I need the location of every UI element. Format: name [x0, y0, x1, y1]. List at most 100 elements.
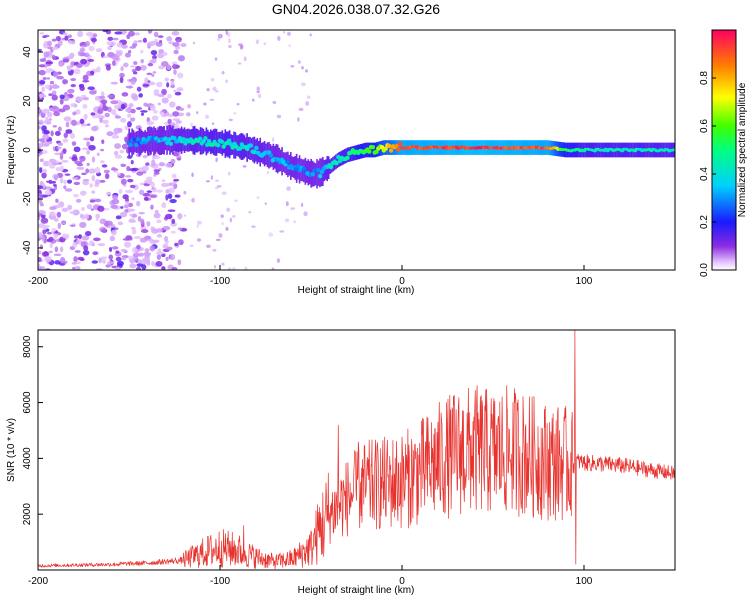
figure-title: GN04.2026.038.07.32.G26 — [272, 1, 440, 17]
spectrogram-noise-cell — [91, 260, 99, 264]
spectrogram-noise-cell — [84, 213, 89, 220]
spectrogram-noise-cell — [305, 69, 309, 73]
spectrogram-noise-cell — [128, 49, 132, 54]
spectrogram-noise-cell — [135, 125, 142, 130]
spectrogram-noise-cell — [237, 62, 242, 65]
spectrogram-noise-cell — [82, 79, 90, 83]
spectrogram-noise-cell — [83, 52, 90, 58]
spectrogram-noise-cell — [111, 246, 119, 250]
spectrogram-noise-cell — [61, 207, 69, 213]
spectrogram-noise-cell — [244, 266, 248, 270]
spectrogram-noise-cell — [73, 235, 80, 239]
spectrogram-noise-cell — [100, 148, 105, 152]
spectrogram-noise-cell — [91, 242, 95, 247]
spectrogram-noise-cell — [127, 121, 132, 128]
spectrogram-noise-cell — [228, 38, 231, 43]
spectrogram-noise-cell — [107, 106, 112, 113]
spectrogram-noise-cell — [53, 174, 58, 181]
spectrogram-noise-cell — [266, 171, 270, 174]
spectrogram-noise-cell — [57, 222, 62, 230]
spectrogram-noise-cell — [44, 190, 53, 196]
spectrogram-noise-cell — [154, 209, 159, 214]
snr-panel: -200 -100 0 100 2000 4000 6000 8000 Height of … — [6, 329, 676, 596]
spectrogram-noise-cell — [143, 102, 148, 107]
spectrogram-noise-cell — [92, 251, 99, 256]
spectrogram-noise-cell — [39, 80, 46, 85]
spectrogram-ridge-cell — [328, 164, 334, 170]
spectrogram-noise-cell — [256, 196, 260, 199]
spectrogram-noise-cell — [57, 142, 64, 147]
spectrogram-noise-cell — [174, 46, 181, 50]
spectrogram-noise-cell — [115, 215, 122, 220]
spectrogram-noise-cell — [115, 256, 122, 262]
spectrogram-noise-cell — [41, 86, 45, 93]
spectrogram-noise-cell — [170, 80, 175, 86]
snr-x-tick-label: -200 — [28, 576, 48, 587]
spectrogram-noise-cell — [221, 222, 224, 226]
spectrogram-ridge-halo — [336, 153, 339, 169]
spectrogram-noise-cell — [114, 143, 122, 149]
spectrogram-noise-cell — [150, 49, 158, 56]
spectrogram-ridge-halo — [370, 142, 372, 158]
spectrogram-noise-cell — [135, 65, 142, 72]
spectrogram-noise-cell — [173, 178, 180, 182]
spectrogram-noise-cell — [90, 112, 96, 116]
spectrogram-noise-cell — [58, 108, 66, 113]
spectrogram-noise-cell — [166, 36, 173, 42]
spectrogram-noise-cell — [150, 204, 154, 210]
spectrogram-ridge-cell — [316, 167, 321, 173]
spectrogram-noise-cell — [48, 179, 53, 185]
spectrogram-ridge-cell — [379, 144, 385, 150]
spectrogram-noise-cell — [214, 57, 218, 61]
spectrogram-noise-cell — [279, 230, 285, 233]
spectrogram-noise-cell — [272, 100, 277, 105]
snr-y-tick-label: 4000 — [22, 447, 33, 470]
spectrogram-noise-cell — [67, 88, 75, 94]
spectrogram-noise-cell — [122, 238, 130, 241]
spectrogram-noise-cell — [49, 206, 57, 211]
spectrogram-noise-cell — [99, 160, 105, 164]
spectrogram-noise-cell — [49, 80, 55, 85]
spectrogram-noise-cell — [42, 134, 50, 140]
spectrogram-noise-cell — [151, 261, 156, 267]
spectrogram-noise-cell — [177, 227, 183, 231]
spectrogram-noise-cell — [135, 266, 141, 270]
colorbar-tick-label: 0.0 — [699, 263, 710, 277]
spectrogram-noise-cell — [120, 206, 124, 209]
spectrogram-noise-cell — [38, 223, 45, 229]
spectrogram-ridge-cell — [310, 172, 316, 177]
spectrogram-noise-cell — [99, 218, 106, 225]
spectrogram-noise-cell — [64, 35, 69, 41]
spectrogram-ridge-cell — [141, 136, 146, 142]
spectrogram-noise-cell — [125, 197, 130, 203]
spectrogram-noise-cell — [72, 193, 80, 198]
spectrogram-noise-cell — [82, 103, 88, 109]
spectrogram-noise-cell — [153, 109, 158, 114]
spectrogram-noise-cell — [142, 84, 150, 87]
spectrogram-noise-cell — [70, 83, 76, 88]
spectrogram-noise-cell — [161, 179, 166, 183]
spectrogram-noise-cell — [287, 31, 291, 36]
spectrogram-noise-cell — [91, 156, 96, 163]
spectrogram-noise-cell — [170, 84, 176, 89]
spectrogram-noise-cell — [156, 234, 163, 238]
spectrogram-x-tick-label: 100 — [576, 276, 593, 287]
spectrogram-noise-cell — [38, 125, 41, 130]
spectrogram-noise-cell — [123, 62, 129, 68]
snr-y-axis: 2000 4000 6000 8000 — [22, 335, 43, 525]
spectrogram-noise-cell — [276, 114, 282, 119]
spectrogram-noise-cell — [210, 175, 213, 180]
spectrogram-noise-cell — [153, 212, 161, 219]
spectrogram-ridge-cell — [165, 140, 170, 146]
spectrogram-noise-cell — [130, 208, 135, 212]
spectrogram-noise-cell — [38, 138, 45, 142]
colorbar-tick-label: 0.2 — [699, 215, 710, 229]
spectrogram-noise-cell — [76, 166, 85, 170]
spectrogram-noise-cell — [152, 154, 161, 160]
spectrogram-noise-cell — [76, 63, 83, 69]
snr-y-tick-label: 6000 — [22, 391, 33, 414]
spectrogram-noise-cell — [161, 88, 167, 96]
spectrogram-noise-cell — [62, 32, 68, 36]
spectrogram-noise-cell — [75, 61, 79, 65]
spectrogram-noise-cell — [87, 123, 91, 126]
